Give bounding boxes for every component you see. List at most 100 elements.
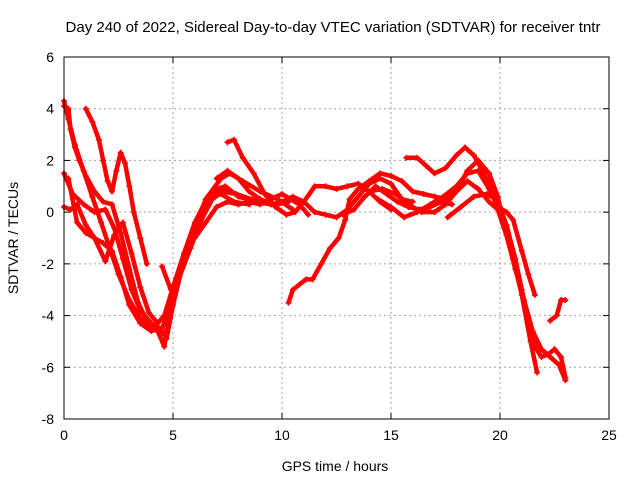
data-point <box>322 211 329 218</box>
data-point <box>167 286 174 293</box>
data-point <box>137 284 144 291</box>
data-point <box>409 188 416 195</box>
data-point <box>534 369 541 376</box>
data-point <box>287 196 294 203</box>
data-point <box>213 203 220 210</box>
data-point <box>398 178 405 185</box>
y-tick-label: 6 <box>46 49 54 65</box>
x-axis-label: GPS time / hours <box>282 458 389 474</box>
data-point <box>239 154 246 161</box>
data-point <box>431 209 438 216</box>
y-tick-label: 2 <box>46 152 54 168</box>
data-point <box>102 258 109 265</box>
data-point <box>394 198 401 205</box>
data-point <box>366 178 373 185</box>
data-point <box>111 224 118 231</box>
data-point <box>453 183 460 190</box>
data-point <box>311 209 318 216</box>
data-point <box>547 317 554 324</box>
data-point <box>126 183 133 190</box>
data-point <box>71 144 78 151</box>
series-track-4 <box>61 191 252 326</box>
data-point <box>510 255 517 262</box>
data-point <box>475 157 482 164</box>
series-track-15 <box>547 297 568 323</box>
data-point <box>544 351 551 358</box>
data-point <box>431 193 438 200</box>
data-point <box>289 286 296 293</box>
data-point <box>355 180 362 187</box>
data-point <box>100 198 107 205</box>
data-point <box>438 198 445 205</box>
data-point <box>67 126 74 133</box>
data-point <box>122 160 129 167</box>
data-point <box>562 374 569 381</box>
data-point <box>388 180 394 187</box>
data-point <box>198 216 205 223</box>
data-point <box>374 196 381 203</box>
data-point <box>161 343 168 350</box>
series-track-16 <box>192 191 311 241</box>
data-point <box>283 211 290 218</box>
data-point <box>98 219 105 226</box>
data-point <box>91 209 98 216</box>
data-point <box>191 219 198 226</box>
y-axis-label: SDTVAR / TECUs <box>5 182 21 294</box>
data-point <box>89 118 96 125</box>
data-point <box>497 206 503 213</box>
data-point <box>470 193 477 200</box>
y-tick-label: 0 <box>46 204 54 220</box>
data-point <box>318 260 325 267</box>
data-point <box>527 338 534 345</box>
data-point <box>383 191 390 198</box>
data-point <box>449 201 456 208</box>
data-point <box>209 196 216 203</box>
data-point <box>224 139 231 146</box>
series-track-13 <box>375 168 538 298</box>
data-point <box>102 206 109 213</box>
data-point <box>191 235 198 241</box>
data-point <box>302 276 309 283</box>
data-point <box>342 216 349 223</box>
x-tick-label: 20 <box>492 427 508 443</box>
data-point <box>65 175 72 182</box>
data-point <box>333 214 340 221</box>
data-point <box>146 309 153 316</box>
y-tick-label: 4 <box>46 101 54 117</box>
data-point <box>440 193 447 200</box>
data-point <box>74 219 81 226</box>
data-point <box>80 201 87 208</box>
data-point <box>224 198 231 205</box>
data-point <box>377 175 384 182</box>
chart-title: Day 240 of 2022, Sidereal Day-to-day VTE… <box>66 19 601 36</box>
data-point <box>82 105 89 112</box>
data-point <box>231 136 238 143</box>
data-point <box>350 206 357 213</box>
data-point <box>224 167 231 174</box>
data-point <box>165 317 172 324</box>
data-series <box>61 97 569 384</box>
data-point <box>311 183 318 190</box>
data-point <box>213 175 220 182</box>
data-point <box>161 312 168 319</box>
data-point <box>220 188 227 195</box>
data-point <box>444 214 451 221</box>
data-point <box>95 136 102 143</box>
data-point <box>309 276 316 283</box>
data-point <box>300 198 307 205</box>
data-point <box>268 196 275 203</box>
data-point <box>143 260 150 267</box>
data-point <box>257 201 264 208</box>
data-point <box>401 214 408 221</box>
data-point <box>427 203 434 210</box>
data-point <box>470 152 477 159</box>
data-point <box>250 170 257 177</box>
data-point <box>486 170 493 177</box>
data-point <box>518 247 525 254</box>
data-point <box>65 105 72 112</box>
data-point <box>416 206 423 213</box>
data-point <box>137 320 144 327</box>
data-point <box>453 188 460 195</box>
data-point <box>82 172 89 179</box>
data-point <box>117 229 124 236</box>
